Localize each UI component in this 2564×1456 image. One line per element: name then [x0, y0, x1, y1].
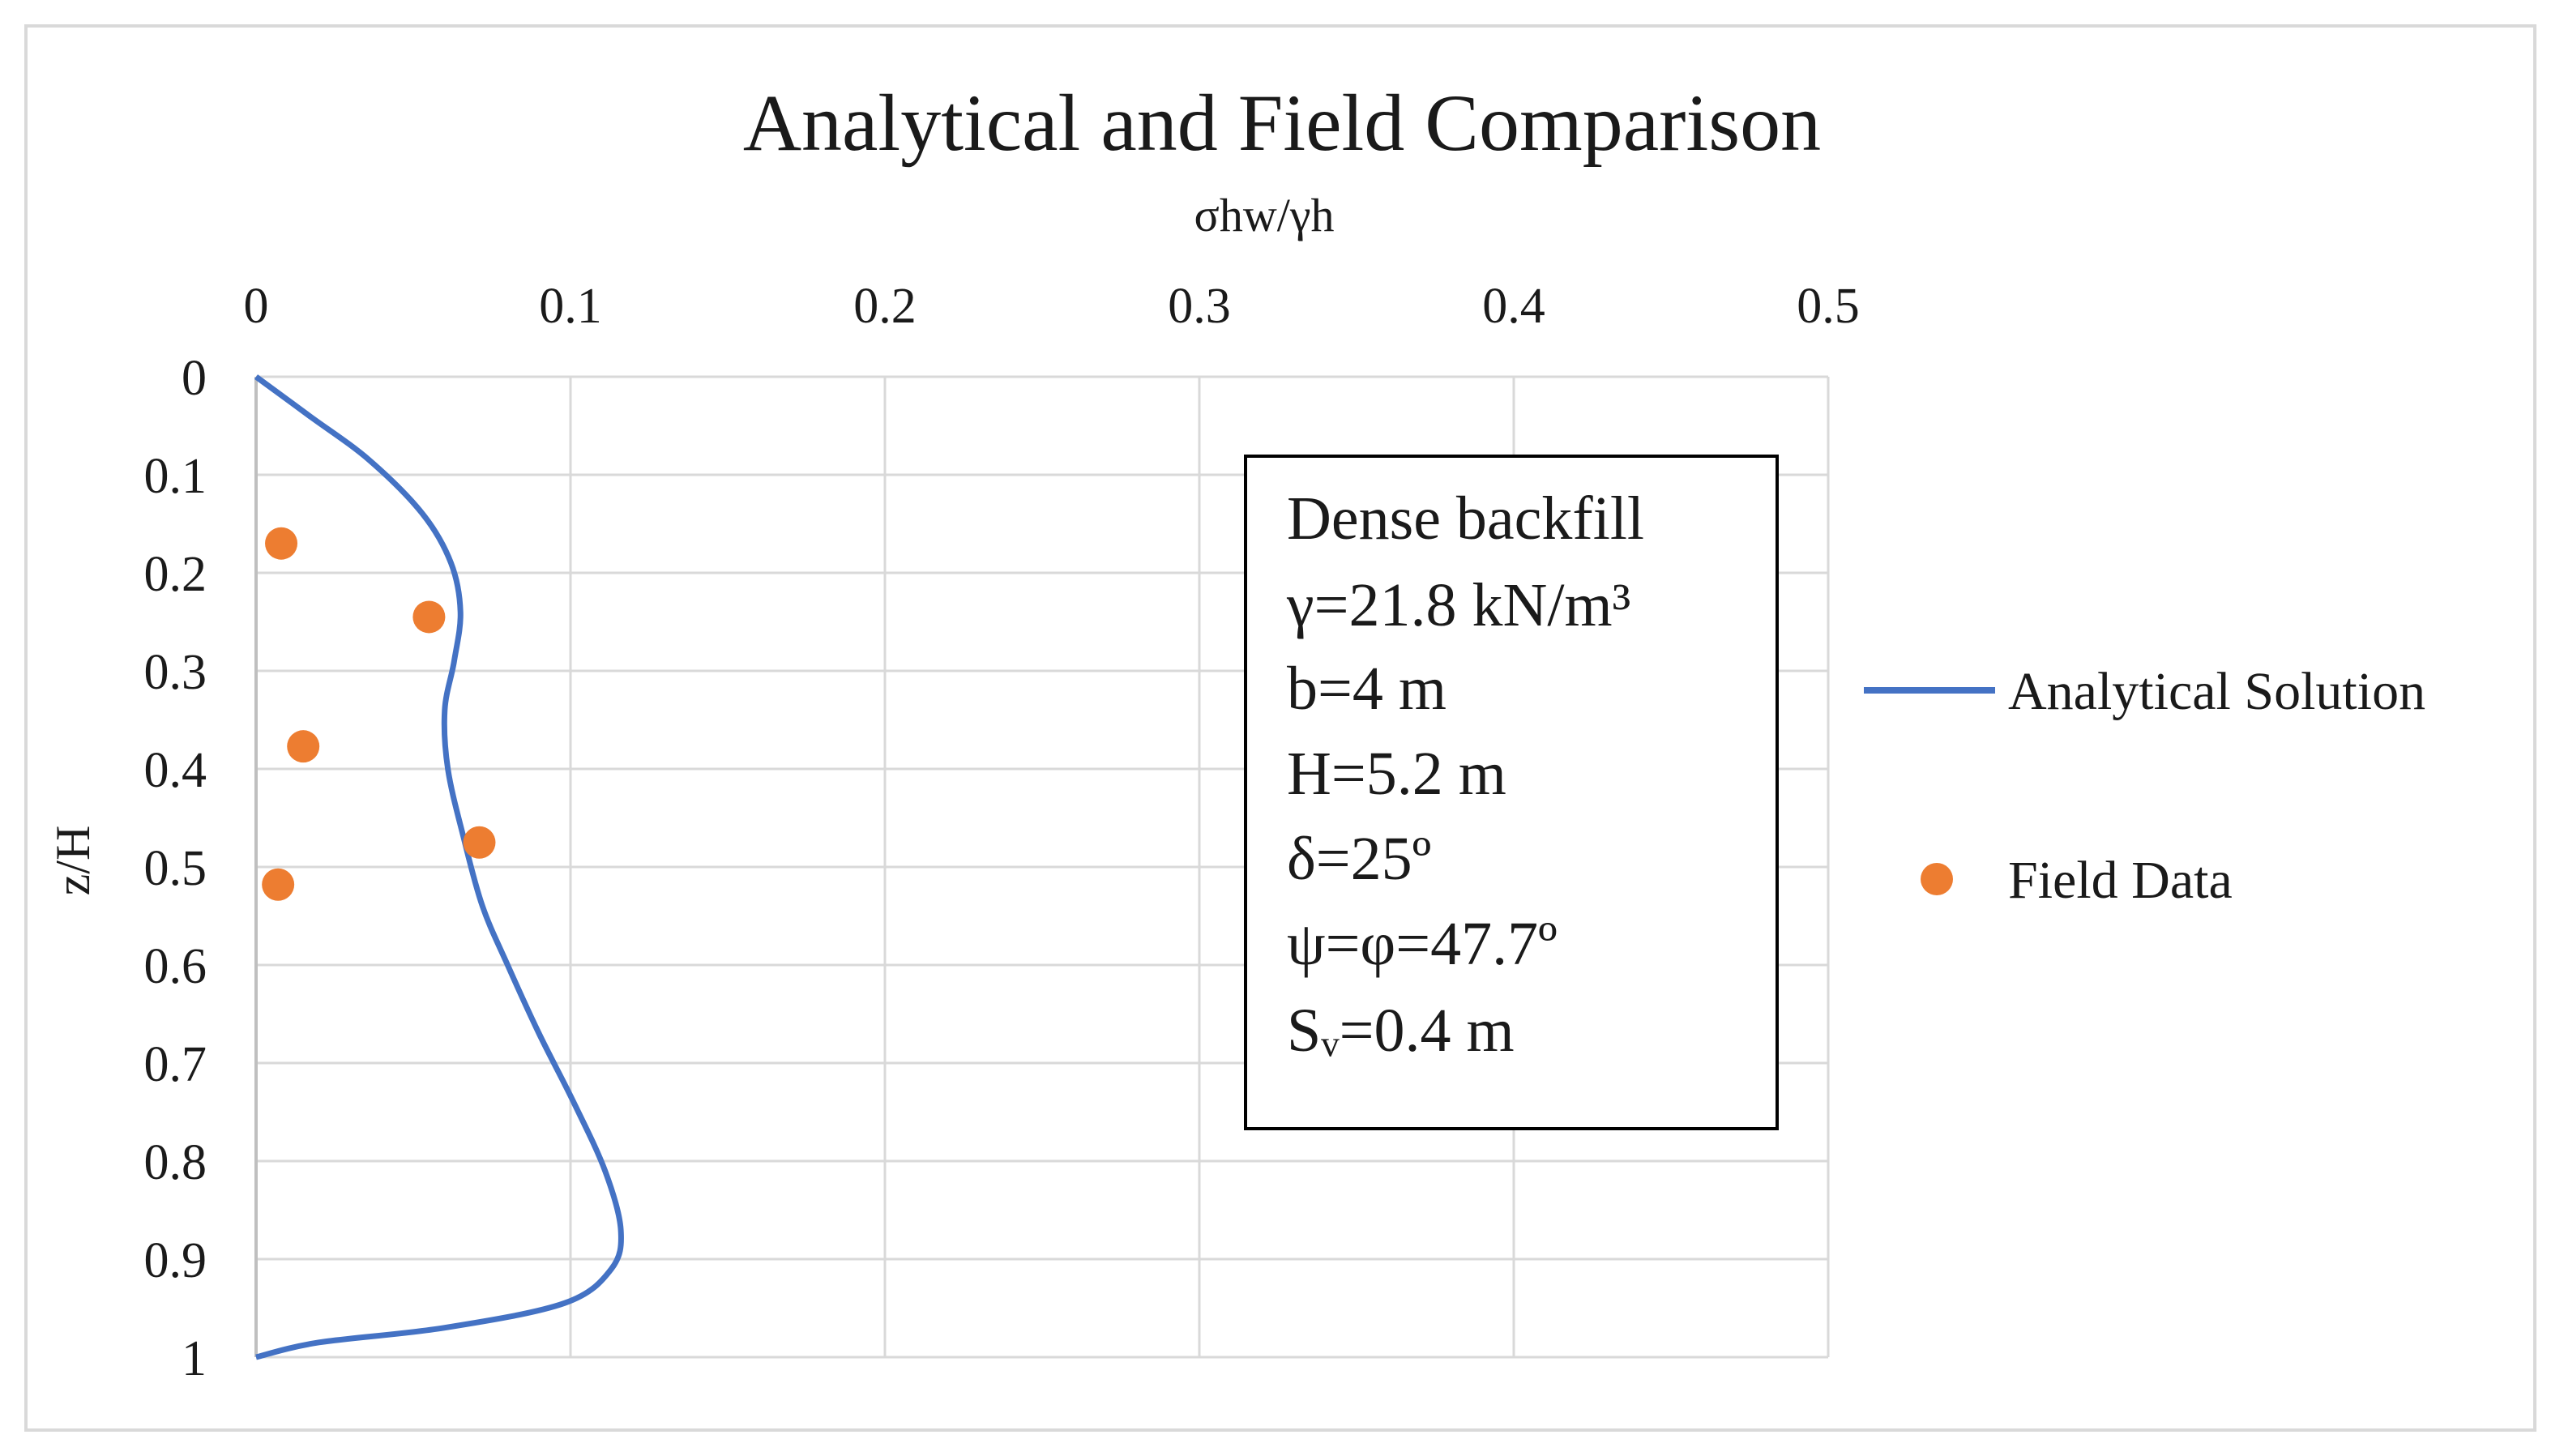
plot-series	[254, 374, 624, 1360]
legend: Analytical Solution Field Data	[1864, 662, 2425, 910]
annotation-line-6: ψ=φ=47.7º	[1287, 910, 1558, 978]
field-data-point	[265, 527, 298, 560]
annotation-line-5: δ=25º	[1287, 825, 1431, 893]
y-tick-label: 0.9	[144, 1233, 207, 1288]
legend-label-field: Field Data	[2008, 851, 2233, 910]
y-tick-label: 0.3	[144, 645, 207, 700]
y-tick-label: 1	[182, 1331, 207, 1386]
x-tick-label: 0.1	[539, 279, 602, 334]
annotation-line-2: γ=21.8 kN/m³	[1286, 571, 1630, 639]
y-tick-label: 0.8	[144, 1135, 207, 1190]
x-axis-label: σhw/γh	[1194, 189, 1335, 241]
y-tick-label: 0.4	[144, 743, 207, 798]
annotation-line-3: b=4 m	[1287, 655, 1447, 723]
x-tick-label: 0	[244, 279, 269, 334]
annotation-border	[1244, 455, 1779, 1130]
field-data-point	[463, 826, 496, 859]
y-tick-label: 0.2	[144, 547, 207, 602]
y-tick-labels: 0 0.1 0.2 0.3 0.4 0.5 0.6 0.7 0.8 0.9 1	[144, 351, 207, 1386]
chart-title: Analytical and Field Comparison	[743, 78, 1821, 168]
annotation-line-7: Sᵥ=0.4 m	[1287, 997, 1515, 1065]
y-tick-label: 0	[182, 351, 207, 406]
y-tick-label: 0.6	[144, 939, 207, 994]
annotation-line-1: Dense backfill	[1287, 485, 1644, 553]
legend-marker-swatch	[1921, 863, 1953, 895]
y-tick-label: 0.5	[144, 841, 207, 896]
annotation-line-4: H=5.2 m	[1287, 740, 1506, 808]
x-tick-label: 0.5	[1797, 279, 1860, 334]
x-tick-labels: 0 0.1 0.2 0.3 0.4 0.5	[244, 279, 1860, 334]
y-axis-label: z/H	[46, 826, 100, 896]
annotation-box: Dense backfill γ=21.8 kN/m³ b=4 m H=5.2 …	[1244, 455, 1779, 1130]
x-tick-label: 0.2	[853, 279, 917, 334]
x-tick-label: 0.4	[1482, 279, 1545, 334]
plot-grid	[254, 375, 1830, 1359]
field-data-point	[412, 600, 446, 634]
y-tick-label: 0.1	[144, 449, 207, 504]
field-data-point	[287, 730, 320, 763]
field-data-point	[262, 868, 295, 901]
legend-label-analytical: Analytical Solution	[2008, 662, 2425, 721]
y-tick-label: 0.7	[144, 1037, 207, 1092]
x-tick-label: 0.3	[1168, 279, 1231, 334]
series-line-analytical-solution	[254, 374, 624, 1360]
